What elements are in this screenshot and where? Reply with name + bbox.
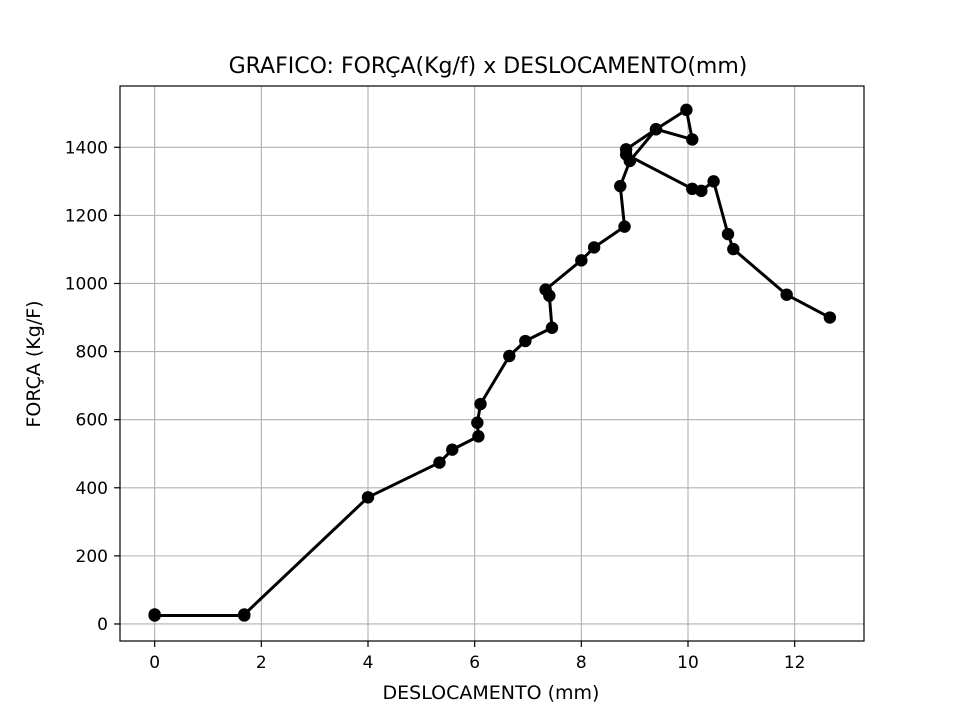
y-tick-label: 400 [76,479,108,499]
plot-frame [119,85,865,642]
data-point [472,430,485,443]
x-tick-label: 8 [576,653,587,673]
data-point [619,148,633,161]
data-point [539,283,552,296]
x-tick-label: 10 [677,653,699,673]
y-tick-label: 1400 [65,138,108,158]
x-tick-label: 2 [256,653,267,673]
data-point [361,491,375,504]
y-tick-label: 600 [76,411,108,431]
series-layer [148,103,837,622]
x-tick-label: 4 [363,653,374,673]
data-point [238,608,251,621]
y-tick-label: 1000 [65,274,108,294]
data-point [471,416,484,429]
x-axis-label: DESLOCAMENTO (mm) [383,682,600,704]
data-point [587,241,601,254]
data-point [148,609,161,622]
data-point [721,227,735,241]
data-point [433,456,446,469]
x-tick-label: 6 [469,653,480,673]
data-point [707,175,720,188]
tick-layer: 0 2 4 6 8 10 12 0 200 400 600 800 1000 1200 1400 [65,138,806,673]
x-tick-label: 0 [149,653,160,673]
data-point [695,184,708,198]
chart-title: GRAFICO: FORÇA(Kg/f) x DESLOCAMENTO(mm) [229,54,748,79]
data-point [649,123,663,136]
data-point [474,397,487,411]
y-tick-label: 0 [97,615,108,635]
y-axis-label: FORÇA (Kg/F) [23,300,45,427]
y-tick-label: 1200 [65,206,108,226]
data-point [823,311,837,324]
y-tick-label: 800 [76,343,108,363]
data-point [686,133,699,146]
data-point [618,220,631,233]
data-point [519,334,532,348]
data-point [545,321,559,334]
data-point [680,103,693,117]
data-point [780,288,793,301]
data-point [446,443,459,456]
data-point [503,349,516,363]
data-point [575,254,588,267]
grid-layer [120,86,864,641]
data-point [614,179,627,193]
data-point [727,242,740,256]
y-tick-label: 200 [76,547,108,567]
x-tick-label: 12 [784,653,806,673]
